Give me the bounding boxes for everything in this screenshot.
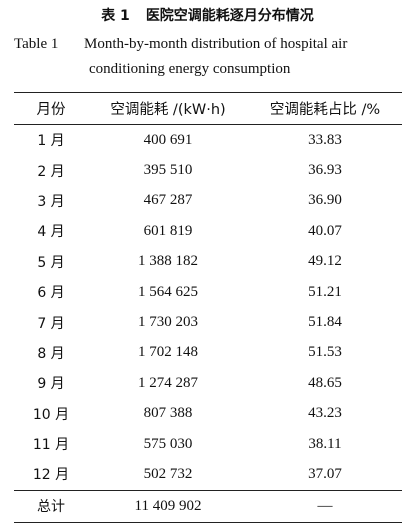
table-row: 12 月 502 732 37.07 (14, 459, 402, 490)
ratio-cell: 36.93 (308, 162, 342, 179)
table-row: 1 月 400 691 33.83 (14, 125, 402, 156)
table-row: 7 月 1 730 203 51.84 (14, 307, 402, 337)
table-row: 2 月 395 510 36.93 (14, 155, 402, 185)
energy-cell: 502 732 (143, 465, 193, 482)
month-cell: 11 月 (32, 437, 70, 454)
table-row: 3 月 467 287 36.90 (14, 186, 402, 216)
total-energy-cell: 11 409 902 (88, 489, 248, 523)
month-cell: 7 月 (37, 315, 65, 332)
table-header-row: 月份 空调能耗 /(kW·h) 空调能耗占比 /% (14, 92, 402, 125)
ratio-cell: 40.07 (308, 222, 342, 239)
ratio-cell: 43.23 (308, 405, 342, 422)
table-label-en: Table 1 (14, 36, 59, 52)
energy-cell: 395 510 (143, 162, 193, 179)
ratio-cell: 36.90 (308, 192, 342, 209)
table-caption-en: Table 1 Month-by-month distribution of ho… (14, 32, 406, 82)
month-cell: 4 月 (37, 224, 65, 241)
month-cell: 8 月 (37, 345, 65, 362)
ratio-cell: 51.53 (308, 344, 342, 361)
energy-cell: 807 388 (143, 405, 193, 422)
energy-cell: 1 388 182 (138, 253, 198, 270)
table-row: 9 月 1 274 287 48.65 (14, 368, 402, 398)
table-row: 4 月 601 819 40.07 (14, 216, 402, 246)
month-cell: 10 月 (32, 406, 70, 423)
month-cell: 6 月 (37, 285, 65, 302)
energy-cell: 1 702 148 (138, 344, 198, 361)
month-cell: 12 月 (32, 467, 70, 484)
table-title-zh: 医院空调能耗逐月分布情况 (145, 8, 314, 24)
energy-cell: 1 274 287 (138, 374, 198, 391)
table-row: 10 月 807 388 43.23 (14, 399, 402, 429)
table-row: 8 月 1 702 148 51.53 (14, 338, 402, 368)
table-title-en-line2: conditioning energy consumption (89, 61, 291, 77)
table-row: 5 月 1 388 182 49.12 (14, 247, 402, 277)
header-energy: 空调能耗 /(kW·h) (88, 92, 248, 125)
header-month: 月份 (14, 92, 88, 125)
ratio-cell: 33.83 (308, 131, 342, 148)
energy-cell: 1 564 625 (138, 283, 198, 300)
ratio-cell: 38.11 (308, 435, 342, 452)
table-label-zh: 表 1 (101, 8, 130, 24)
table-total-row: 总计 11 409 902 — (14, 489, 402, 523)
total-ratio-cell: — (248, 489, 402, 523)
total-label-cell: 总计 (14, 489, 88, 523)
ratio-cell: 51.21 (308, 283, 342, 300)
month-cell: 3 月 (37, 193, 65, 210)
month-cell: 5 月 (37, 254, 65, 271)
table-row: 6 月 1 564 625 51.21 (14, 277, 402, 307)
energy-cell: 467 287 (143, 192, 193, 209)
ratio-cell: 48.65 (308, 374, 342, 391)
ratio-cell: 49.12 (308, 253, 342, 270)
month-cell: 9 月 (37, 376, 65, 393)
table-title-en-line1: Month-by-month distribution of hospital … (84, 36, 348, 52)
energy-cell: 575 030 (143, 435, 193, 452)
ratio-cell: 51.84 (308, 314, 342, 331)
header-ratio: 空调能耗占比 /% (248, 92, 402, 125)
ratio-cell: 37.07 (308, 465, 342, 482)
month-cell: 1 月 (37, 133, 65, 150)
month-cell: 2 月 (37, 163, 65, 180)
table-caption-zh: 表 1 医院空调能耗逐月分布情况 (0, 5, 415, 27)
energy-cell: 601 819 (143, 222, 193, 239)
table-row: 11 月 575 030 38.11 (14, 429, 402, 459)
energy-cell: 400 691 (143, 131, 193, 148)
energy-cell: 1 730 203 (138, 314, 198, 331)
energy-table: 月份 空调能耗 /(kW·h) 空调能耗占比 /% 1 月 400 691 33.8… (14, 92, 402, 523)
